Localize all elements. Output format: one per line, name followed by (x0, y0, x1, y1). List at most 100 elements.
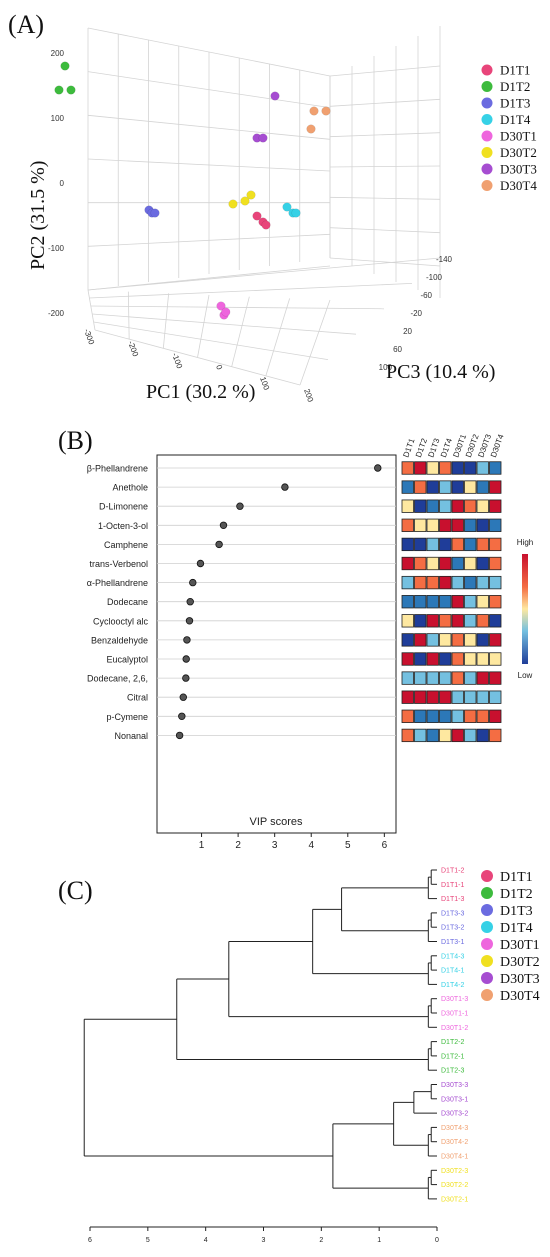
vip-x-ticks: 1 2 3 4 5 6 (199, 833, 388, 850)
vip-compound-label: trans-Verbenol (89, 559, 148, 569)
heatmap-cell (476, 499, 489, 513)
heatmap-cell (426, 556, 439, 571)
pca-grid-line (87, 27, 331, 77)
heatmap-cell (414, 633, 427, 647)
heatmap-cell (489, 671, 502, 685)
heatmap-cell (414, 575, 427, 590)
vip-compound-label: Benzaldehyde (91, 635, 148, 645)
heatmap-cell (401, 595, 414, 609)
pca-point-d30t4 (321, 106, 331, 116)
legend-label-d1t3: D1T3 (500, 96, 530, 111)
heatmap-cell (426, 499, 439, 513)
legend-marker-d30t3 (481, 972, 493, 984)
heatmap-cell (439, 633, 452, 647)
heatmap-cell (464, 499, 477, 513)
heatmap-cell (464, 595, 477, 609)
dendrogram-x-tick-label: 0 (435, 1237, 439, 1244)
legend-label-d30t4: D30T4 (500, 989, 540, 1004)
dendrogram-x-tick-label: 2 (319, 1237, 323, 1244)
dendrogram-leaf-label: D1T2-2 (441, 1039, 464, 1046)
heatmap-cell (464, 614, 477, 628)
pca-points (54, 61, 331, 320)
heatmap-cell (439, 652, 452, 666)
heatmap-cell (451, 595, 464, 609)
dendrogram-x-tick-label: 3 (262, 1237, 266, 1244)
vip-compound-label: 1-Octen-3-ol (98, 521, 148, 531)
heatmap-cell (414, 556, 427, 571)
legend-label-d1t1: D1T1 (500, 870, 533, 885)
heatmap-cell (414, 461, 427, 475)
heatmap-cell (401, 499, 414, 513)
heatmap-cell (439, 575, 452, 590)
pc1-tick-label: -100 (170, 352, 184, 371)
pca-floor-line (299, 299, 331, 386)
legend-label-d1t3: D1T3 (500, 904, 533, 919)
heatmap-cell (426, 728, 439, 743)
heatmap-cell (464, 690, 477, 704)
heatmap-cell (451, 537, 464, 552)
heatmap-cell (426, 690, 439, 704)
heatmap-cell (464, 633, 477, 647)
heatmap-cell (439, 556, 452, 571)
pca-point-d30t1 (221, 307, 231, 317)
pc1-tick-label: -200 (126, 340, 140, 359)
heatmap-cell (476, 614, 489, 628)
vip-point (186, 597, 194, 606)
heatmap-cell (464, 652, 477, 666)
pca-floor-line (94, 329, 301, 386)
heatmap-cell (426, 633, 439, 647)
dendrogram-leaf-label: D1T1-1 (441, 882, 464, 889)
pc3-tick-label: -60 (420, 291, 432, 300)
dendrogram-leaf-label: D30T3-1 (441, 1096, 468, 1103)
legend-marker-d30t4 (481, 180, 493, 191)
heatmap-cell (489, 556, 502, 571)
heatmap-cell (451, 614, 464, 628)
vip-compound-label: Citral (127, 693, 148, 703)
heatmap-cell (451, 690, 464, 704)
dendrogram-leaf-label: D30T2-3 (441, 1168, 468, 1175)
legend-marker-d1t2 (481, 887, 493, 899)
vip-point (175, 731, 184, 740)
pca-floor-line (127, 291, 130, 340)
heatmap-cell (476, 652, 489, 666)
heatmap-cell (451, 652, 464, 666)
dendrogram-leaf-label: D30T2-2 (441, 1182, 468, 1189)
vip-compound-label: D-Limonene (99, 502, 148, 512)
dendrogram-links (83, 869, 437, 1200)
vip-point (183, 636, 191, 644)
legend-label-d30t1: D30T1 (500, 129, 537, 144)
pca-grid-line (87, 158, 331, 172)
heatmap-cell (426, 518, 439, 532)
heatmap-cell (476, 575, 489, 590)
pc1-tick-label: 0 (214, 364, 224, 372)
pca-floor-line (89, 283, 413, 299)
vip-compound-label: Anethole (112, 483, 148, 493)
pca-floor-line (231, 296, 250, 367)
heatmap-cell (426, 461, 439, 475)
heatmap-cell (489, 518, 502, 532)
pca-point-d1t4 (291, 208, 301, 218)
vip-compound-label: p-Cymene (106, 712, 148, 722)
heatmap-cell (439, 480, 452, 494)
vip-point (185, 617, 194, 625)
heatmap-cell (401, 480, 414, 494)
heatmap-cell (401, 633, 414, 647)
pca-floor-line (87, 257, 441, 291)
pca-floor-line (87, 289, 96, 331)
legend-marker-d1t1 (481, 64, 493, 76)
legend-label-d30t4: D30T4 (500, 178, 537, 193)
dendrogram-leaf-label: D1T1-3 (441, 896, 464, 903)
heatmap-cell (414, 690, 427, 704)
heatmap-scale-low: Low (518, 671, 533, 680)
heatmap-cell (439, 728, 452, 743)
pc1-tick-label: 100 (258, 376, 271, 392)
pc2-tick-label: 100 (51, 114, 65, 123)
pca-point-d1t4 (282, 202, 292, 212)
legend-marker-d1t4 (481, 114, 493, 125)
heatmap-cell (451, 575, 464, 590)
heatmap-cell (451, 671, 464, 685)
heatmap-cell (489, 728, 502, 743)
